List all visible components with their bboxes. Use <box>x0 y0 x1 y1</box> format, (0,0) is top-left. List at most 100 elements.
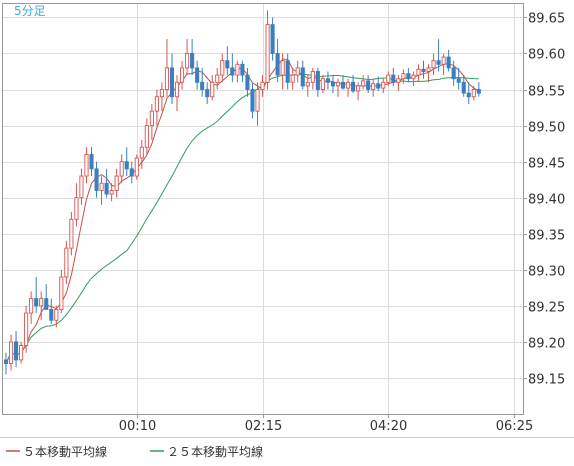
candle-54 <box>275 39 280 83</box>
candle-body-66 <box>335 81 341 87</box>
candle-82 <box>416 64 421 81</box>
candle-body-55 <box>280 60 285 76</box>
candle-body-39 <box>200 81 205 90</box>
candle-body-87 <box>441 56 446 65</box>
candle-51 <box>260 75 265 97</box>
candle-body-80 <box>406 73 411 80</box>
candle-94 <box>476 82 481 97</box>
candle-25 <box>129 161 134 184</box>
candle-18 <box>94 161 99 198</box>
candle-body-65 <box>330 81 336 87</box>
candle-body-31 <box>159 89 164 98</box>
candle-26 <box>134 154 139 180</box>
candle-45 <box>230 53 235 83</box>
candle-body-86 <box>436 60 441 65</box>
candle-66 <box>335 78 341 97</box>
candle-body-67 <box>340 81 346 89</box>
candle-87 <box>441 53 446 76</box>
candle-body-73 <box>371 83 376 90</box>
candle-body-54 <box>275 53 280 76</box>
candle-35 <box>179 60 185 90</box>
candle-89 <box>451 60 456 86</box>
candle-body-61 <box>310 71 315 83</box>
candle-11 <box>59 269 64 314</box>
y-tick-label-1: 89.20 <box>528 337 565 352</box>
candle-21 <box>109 183 114 202</box>
candle-72 <box>366 75 371 94</box>
candle-body-4 <box>24 312 29 346</box>
candle-body-79 <box>401 73 406 80</box>
candle-37 <box>190 39 195 76</box>
candle-85 <box>431 53 436 76</box>
candle-41 <box>210 75 215 101</box>
candle-24 <box>124 147 129 177</box>
candle-31 <box>159 82 164 112</box>
y-tick-label-4: 89.35 <box>528 229 565 244</box>
candle-body-9 <box>49 308 54 321</box>
candle-69 <box>351 75 356 94</box>
x-axis: 00:10 02:15 04:20 06:25 <box>119 414 533 434</box>
y-tick-label-9: 89.60 <box>528 48 565 63</box>
candle-body-49 <box>250 89 255 112</box>
y-tick-label-7: 89.50 <box>528 121 565 136</box>
candle-body-25 <box>129 168 134 177</box>
candle-90 <box>456 67 461 90</box>
candle-77 <box>391 67 396 86</box>
candle-body-47 <box>240 63 245 76</box>
candle-0 <box>3 352 9 375</box>
candle-40 <box>205 82 210 104</box>
candle-body-70 <box>356 85 361 92</box>
candle-28 <box>144 118 149 155</box>
candle-70 <box>356 82 361 101</box>
candle-body-48 <box>245 74 250 90</box>
candle-body-35 <box>179 67 185 83</box>
timeframe-label: 5分足 <box>14 4 46 18</box>
candle-body-57 <box>290 74 295 83</box>
candle-47 <box>240 60 245 83</box>
candle-64 <box>325 71 330 90</box>
candle-body-38 <box>195 67 200 83</box>
candle-body-7 <box>39 298 44 307</box>
candle-body-88 <box>446 56 451 69</box>
candle-33 <box>169 53 175 104</box>
candle-65 <box>330 75 336 94</box>
candle-body-16 <box>84 153 89 177</box>
candle-43 <box>220 53 225 83</box>
y-axis: 89.15 89.20 89.25 89.30 89.35 89.40 89.45 89.50… <box>523 12 565 388</box>
candle-body-11 <box>59 276 64 310</box>
candle-body-29 <box>149 110 154 127</box>
candle-88 <box>446 49 451 72</box>
candle-body-89 <box>451 67 456 80</box>
candle-61 <box>310 67 315 90</box>
x-tick-label-2: 04:20 <box>370 419 407 434</box>
candle-8 <box>44 284 49 310</box>
candle-4 <box>24 305 29 353</box>
candle-body-62 <box>315 71 320 90</box>
candle-body-22 <box>114 175 119 191</box>
candle-body-69 <box>351 81 356 92</box>
candle-body-90 <box>456 78 461 83</box>
candle-body-15 <box>79 175 84 199</box>
legend-label-1: ２５本移動平均線 <box>167 444 263 459</box>
candle-44 <box>225 46 230 76</box>
candle-19 <box>99 176 104 205</box>
candle-body-51 <box>260 81 265 90</box>
candle-17 <box>89 147 94 177</box>
candle-6 <box>34 277 39 314</box>
candle-body-60 <box>305 81 310 87</box>
candle-body-28 <box>144 125 149 148</box>
candle-48 <box>245 67 250 97</box>
candle-body-59 <box>300 67 305 87</box>
candle-body-2 <box>14 341 19 361</box>
candle-body-53 <box>270 24 275 54</box>
candle-1 <box>8 334 14 371</box>
candle-body-37 <box>190 53 195 69</box>
candle-body-83 <box>421 68 426 72</box>
candle-body-34 <box>174 81 180 98</box>
candle-body-63 <box>320 78 325 90</box>
candle-57 <box>290 67 295 90</box>
candle-38 <box>195 60 200 90</box>
candle-body-19 <box>99 182 104 191</box>
candle-body-8 <box>44 298 49 310</box>
candle-body-14 <box>74 197 79 220</box>
